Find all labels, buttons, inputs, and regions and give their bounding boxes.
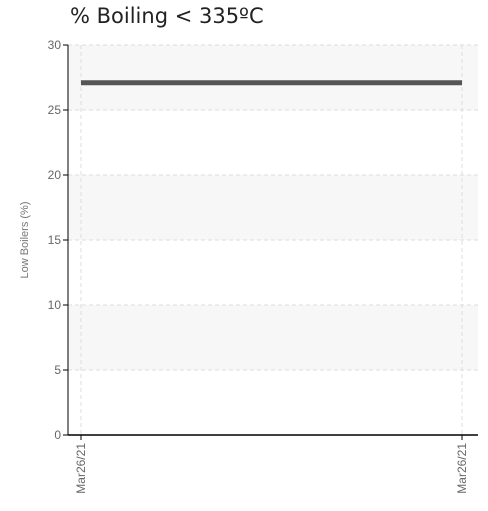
y-tick-label: 25 <box>48 103 62 117</box>
background-band <box>68 175 478 240</box>
y-axis-ticks: 0 5 10 15 20 25 30 <box>48 38 68 442</box>
x-tick-label: Mar26/21 <box>74 443 88 494</box>
y-tick-label: 5 <box>54 363 61 377</box>
y-tick-label: 30 <box>48 38 62 52</box>
chart-title: % Boiling < 335ºC <box>70 4 264 28</box>
background-bands <box>68 45 478 370</box>
y-axis-title: Low Boilers (%) <box>19 201 31 278</box>
y-tick-label: 10 <box>48 298 62 312</box>
y-tick-label: 15 <box>48 233 62 247</box>
background-band <box>68 305 478 370</box>
x-axis-ticks: Mar26/21 Mar26/21 <box>74 435 469 494</box>
grid-lines <box>68 44 478 435</box>
background-band <box>68 45 478 110</box>
y-tick-label: 20 <box>48 168 62 182</box>
x-tick-label: Mar26/21 <box>455 443 469 494</box>
y-tick-label: 0 <box>54 428 61 442</box>
